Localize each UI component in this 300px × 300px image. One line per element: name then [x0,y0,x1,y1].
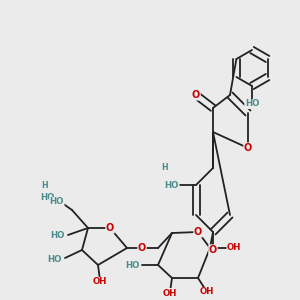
Text: HO: HO [40,194,55,202]
Text: O: O [194,227,202,237]
Text: O: O [192,90,200,100]
Text: HO: HO [51,230,65,239]
Text: O: O [244,143,252,153]
Text: H: H [42,182,48,190]
Text: O: O [138,243,146,253]
Text: H: H [162,164,168,172]
Text: HO: HO [50,197,64,206]
Text: O: O [106,223,114,233]
Text: OH: OH [163,289,177,298]
Text: OH: OH [200,287,214,296]
Text: O: O [209,245,217,255]
Text: HO: HO [165,181,179,190]
Text: OH: OH [93,278,107,286]
Text: OH: OH [227,244,242,253]
Text: HO: HO [245,100,259,109]
Text: HO: HO [48,256,62,265]
Text: HO: HO [126,260,140,269]
